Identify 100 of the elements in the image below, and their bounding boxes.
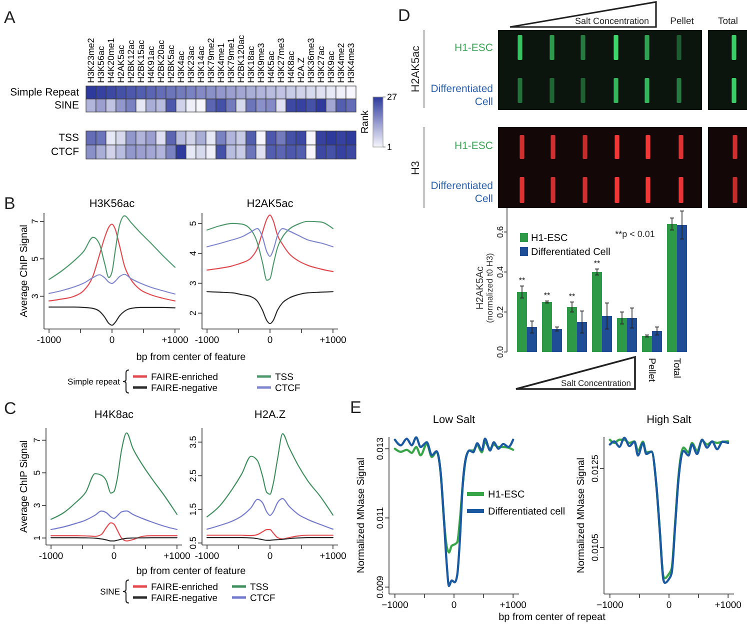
line-series bbox=[48, 274, 176, 295]
text: B bbox=[4, 194, 16, 213]
x-tick-label: H3K79me1 bbox=[226, 38, 236, 83]
text: Differentiated Cell bbox=[430, 83, 494, 108]
x-tick-label: H3K23me2 bbox=[86, 38, 96, 83]
color-bar-title: Rank bbox=[360, 109, 371, 134]
bar bbox=[517, 292, 527, 352]
y-tick-label: 3.5 bbox=[188, 436, 198, 448]
x-tick-label: -1000 bbox=[194, 335, 220, 346]
y-tick-label: 0.0105 bbox=[590, 534, 600, 562]
line-series bbox=[48, 224, 176, 302]
x-tick-label: H3K14ac bbox=[196, 45, 206, 83]
x-tick-label: +1000 bbox=[500, 600, 526, 611]
text: A bbox=[4, 8, 16, 27]
y-tick-label: 3 bbox=[30, 294, 40, 299]
y-tick-label: 4 bbox=[188, 250, 198, 256]
text: Salt Concentration bbox=[561, 378, 632, 388]
line-series bbox=[48, 215, 176, 280]
x-tick-label: H3K56ac bbox=[96, 45, 106, 83]
legend-label: FAIRE-enriched bbox=[151, 582, 218, 593]
x-tick-label: H3K23ac bbox=[186, 45, 196, 83]
x-tick-label: +1000 bbox=[164, 551, 190, 562]
x-tick-label: -1000 bbox=[36, 335, 62, 346]
legend-label: Differentiated cell bbox=[488, 506, 566, 518]
bar bbox=[592, 272, 602, 352]
legend-label: H1-ESC bbox=[488, 490, 525, 500]
x-tick-label: +1000 bbox=[320, 551, 346, 562]
y-tick-label: 2.5 bbox=[188, 469, 198, 482]
annotation: **p < 0.01 bbox=[615, 229, 655, 239]
y-axis-title: Normalized MNase Signal bbox=[576, 458, 587, 574]
x-tick-label: H2AK5ac bbox=[116, 44, 126, 83]
legend-title: SINE bbox=[100, 586, 120, 596]
text: H3 bbox=[410, 160, 422, 176]
text: E bbox=[350, 398, 362, 417]
y-tick-label: 0.009 bbox=[375, 576, 385, 598]
x-tick-label: −1000 bbox=[382, 600, 408, 611]
chart-title: Low Salt bbox=[432, 414, 476, 426]
bar bbox=[527, 327, 537, 352]
x-axis-title: bp from center of feature bbox=[136, 566, 246, 577]
x-tick-label: -1000 bbox=[38, 551, 64, 562]
x-tick-label: H4K20me1 bbox=[106, 38, 116, 83]
y-tick-label: 0.4 bbox=[495, 266, 505, 278]
x-tick-label: 0 bbox=[666, 600, 672, 611]
bar bbox=[552, 329, 562, 352]
line-series bbox=[206, 228, 334, 257]
bar bbox=[602, 316, 612, 352]
bar bbox=[542, 302, 552, 352]
y-axis-title: H2AK5Ac (normalized t0 H3) bbox=[475, 252, 494, 323]
x-tick-label: 0 bbox=[111, 551, 117, 562]
x-tick-label: 0 bbox=[451, 600, 457, 611]
x-tick-label: H3K79me2 bbox=[206, 38, 216, 83]
bar bbox=[577, 322, 587, 352]
text: Total bbox=[718, 16, 738, 27]
x-tick-label: H3K4me1 bbox=[216, 42, 226, 83]
line-series bbox=[50, 522, 178, 542]
line-series bbox=[206, 220, 334, 281]
legend-label: CTCF bbox=[275, 383, 301, 394]
legend-label: FAIRE-negative bbox=[151, 383, 218, 394]
x-tick-label: H2BK12ac bbox=[126, 39, 136, 83]
y-tick-label: 0.2 bbox=[495, 306, 505, 318]
line-series bbox=[206, 433, 334, 518]
x-tick-label: H3K27ac bbox=[316, 45, 326, 83]
x-tick-label: +1000 bbox=[162, 335, 188, 346]
legend-label: H1-ESC bbox=[531, 233, 568, 244]
y-tick-label: 0.6 bbox=[495, 226, 505, 238]
x-tick-label: H3K4me2 bbox=[336, 42, 346, 83]
legend-label: CTCF bbox=[250, 593, 276, 604]
text: Salt Concentration bbox=[574, 16, 650, 26]
x-tick-label: H3K9me3 bbox=[256, 42, 266, 83]
legend-title: Simple repeat bbox=[68, 376, 121, 386]
x-tick-label: +1000 bbox=[320, 335, 346, 346]
x-axis-title: bp from center of repeat bbox=[498, 612, 606, 623]
x-tick-label: H3K18ac bbox=[246, 45, 256, 83]
x-tick-label: H3K36me3 bbox=[306, 38, 316, 83]
x-tick-label: H3K27me3 bbox=[276, 38, 286, 83]
data-label: ** bbox=[518, 276, 526, 285]
x-tick-label: 0 bbox=[267, 335, 273, 346]
line-series bbox=[206, 528, 334, 540]
data-label: ** bbox=[568, 292, 576, 301]
x-tick-label: H2A.Z bbox=[296, 56, 306, 83]
line-series bbox=[50, 432, 178, 520]
line-series bbox=[50, 510, 178, 530]
y-tick-label: 7 bbox=[32, 438, 42, 443]
line-series bbox=[48, 306, 176, 326]
text: H1-ESC bbox=[454, 140, 494, 152]
text: Differentiated Cell bbox=[430, 180, 494, 205]
x-tick-label: −1000 bbox=[596, 600, 624, 611]
y-tick-label: 1 bbox=[32, 535, 42, 540]
x-tick-label: H4K5ac bbox=[266, 50, 276, 83]
bar bbox=[652, 331, 662, 352]
y-tick-label: TSS bbox=[58, 132, 79, 144]
x-tick-label: +1000 bbox=[714, 600, 742, 611]
chart-title: H3K56ac bbox=[89, 198, 136, 210]
y-tick-label: 7 bbox=[30, 218, 40, 224]
color-bar-label: 27 bbox=[387, 92, 398, 102]
y-tick-label: 0.013 bbox=[375, 437, 385, 460]
chart-title: H4K8ac bbox=[94, 409, 134, 421]
bar bbox=[677, 225, 687, 352]
y-tick-label: CTCF bbox=[51, 146, 79, 158]
y-tick-label: 5 bbox=[32, 470, 42, 476]
